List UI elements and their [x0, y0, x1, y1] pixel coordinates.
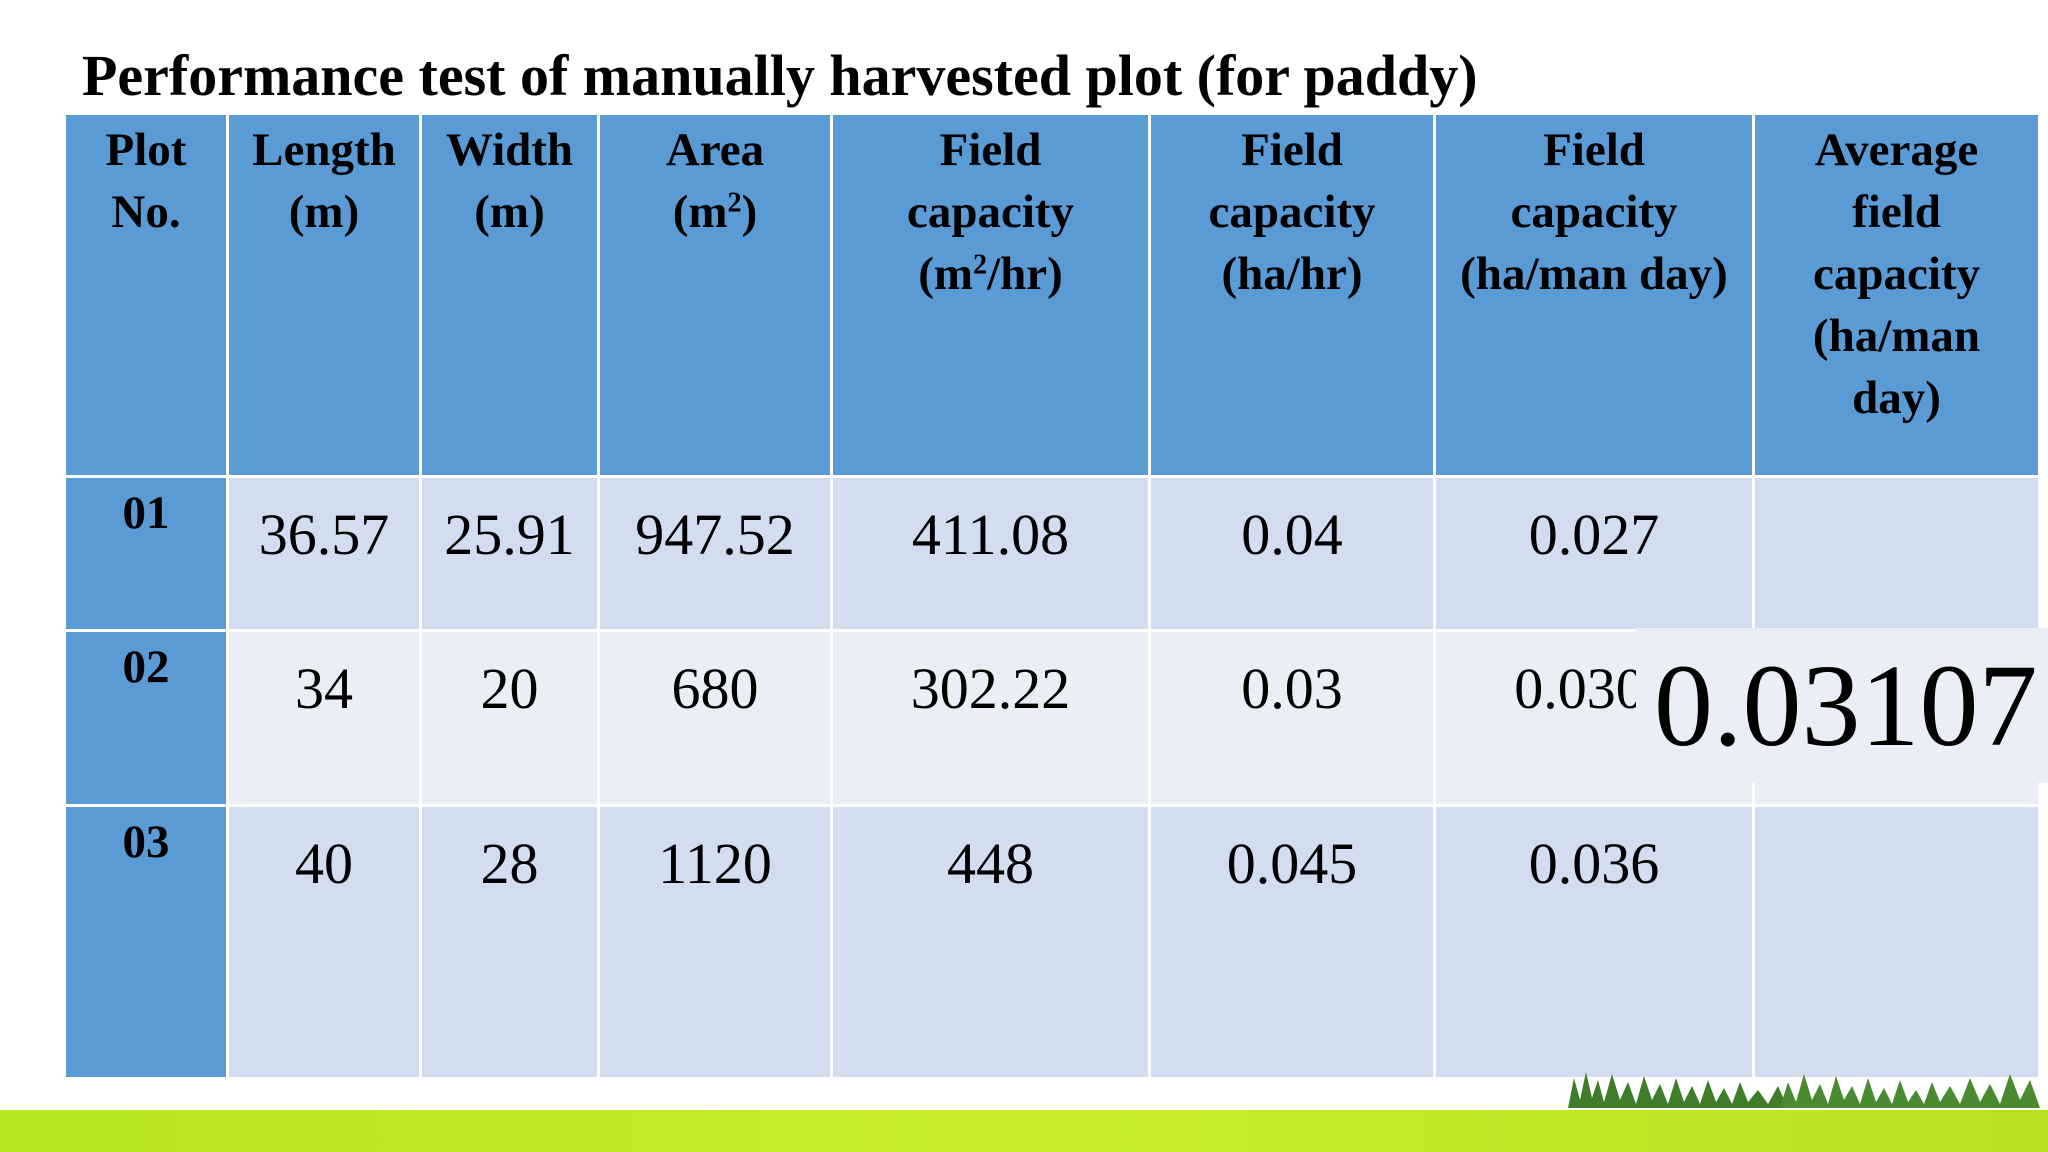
- header-length: Length (m): [229, 115, 419, 475]
- header-line: (ha/man: [1812, 310, 1981, 362]
- average-cell-empty: [1755, 478, 2038, 629]
- header-area: Area (m2): [600, 115, 830, 475]
- header-line: Area: [665, 124, 765, 176]
- superscript: 2: [727, 187, 742, 219]
- area-cell: 1120: [600, 807, 830, 1077]
- slide-title: Performance test of manually harvested p…: [82, 43, 1478, 108]
- header-line: (m): [288, 186, 360, 238]
- header-line: Plot: [105, 124, 187, 176]
- header-line: day): [1852, 372, 1941, 424]
- header-line: (m2/hr): [833, 243, 1148, 305]
- header-line: (m2): [600, 181, 830, 243]
- header-line: Field: [1543, 124, 1645, 176]
- footer-green-band: [0, 1110, 2048, 1152]
- field-capacity-hahr-cell: 0.03: [1151, 632, 1433, 804]
- length-cell: 34: [229, 632, 419, 804]
- field-capacity-m2hr-cell: 302.22: [833, 632, 1148, 804]
- header-line: Field: [1241, 124, 1343, 176]
- header-line: capacity: [906, 186, 1075, 238]
- average-field-capacity-value: 0.03107: [1636, 628, 2048, 783]
- performance-table: Plot No. Length (m) Width (m) Area (m2) …: [66, 115, 2038, 1077]
- plot-number: 01: [66, 478, 226, 629]
- header-line: No.: [111, 186, 181, 238]
- field-capacity-haman-cell: 0.027: [1436, 478, 1752, 629]
- area-cell: 680: [600, 632, 830, 804]
- header-unit: (m: [918, 248, 973, 300]
- field-capacity-hahr-cell: 0.045: [1151, 807, 1433, 1077]
- field-capacity-hahr-cell: 0.04: [1151, 478, 1433, 629]
- plot-number: 02: [66, 632, 226, 804]
- header-unit-close: ): [741, 186, 758, 238]
- length-cell: 40: [229, 807, 419, 1077]
- header-average-field-capacity: Average field capacity (ha/man day): [1755, 115, 2038, 475]
- header-width: Width (m): [422, 115, 597, 475]
- plot-number: 03: [66, 807, 226, 1077]
- field-capacity-m2hr-cell: 448: [833, 807, 1148, 1077]
- width-cell: 28: [422, 807, 597, 1077]
- field-capacity-haman-cell: 0.036: [1436, 807, 1752, 1077]
- header-line: capacity: [1510, 186, 1678, 238]
- field-capacity-m2hr-cell: 411.08: [833, 478, 1148, 629]
- header-line: Width: [445, 124, 574, 176]
- header-line: Field: [939, 124, 1042, 176]
- grass-decoration: [1568, 1072, 1788, 1108]
- header-field-capacity-haman: Field capacity (ha/man day): [1436, 115, 1752, 475]
- superscript: 2: [973, 249, 988, 281]
- header-line: Average: [1814, 124, 1979, 176]
- header-line: (m): [474, 186, 545, 238]
- width-cell: 25.91: [422, 478, 597, 629]
- average-cell-empty: [1755, 807, 2038, 1077]
- header-line: Length: [252, 124, 396, 176]
- header-line: capacity: [1812, 248, 1981, 300]
- header-plot-no: Plot No.: [66, 115, 226, 475]
- header-line: (ha/hr): [1221, 248, 1363, 300]
- area-cell: 947.52: [600, 478, 830, 629]
- header-unit-close: /hr): [987, 248, 1063, 300]
- header-field-capacity-hahr: Field capacity (ha/hr): [1151, 115, 1433, 475]
- header-line: (ha/man day): [1460, 248, 1728, 300]
- grass-decoration: [1780, 1074, 2040, 1108]
- width-cell: 20: [422, 632, 597, 804]
- header-field-capacity-m2hr: Field capacity (m2/hr): [833, 115, 1148, 475]
- header-unit: (m: [672, 186, 728, 238]
- header-line: capacity: [1208, 186, 1376, 238]
- header-line: field: [1852, 186, 1941, 238]
- length-cell: 36.57: [229, 478, 419, 629]
